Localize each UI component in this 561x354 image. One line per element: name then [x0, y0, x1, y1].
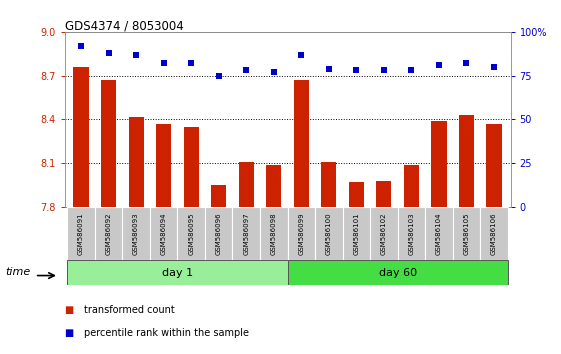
Point: [297, 52, 306, 57]
Bar: [453, 207, 480, 260]
Text: GSM586099: GSM586099: [298, 212, 304, 255]
Bar: [260, 207, 288, 260]
Point: [407, 68, 416, 73]
Bar: [398, 207, 425, 260]
Bar: [205, 207, 232, 260]
Bar: [370, 207, 398, 260]
Bar: [122, 207, 150, 260]
Bar: [67, 260, 288, 285]
Bar: [404, 165, 419, 207]
Text: GSM586094: GSM586094: [160, 212, 167, 255]
Text: percentile rank within the sample: percentile rank within the sample: [84, 328, 249, 338]
Point: [269, 69, 278, 75]
Bar: [156, 124, 171, 207]
Bar: [349, 182, 364, 207]
Text: GSM586103: GSM586103: [408, 212, 415, 255]
Bar: [232, 207, 260, 260]
Point: [379, 68, 388, 73]
Bar: [343, 207, 370, 260]
Text: ■: ■: [65, 305, 73, 315]
Text: GSM586106: GSM586106: [491, 212, 497, 255]
Text: day 1: day 1: [162, 268, 193, 278]
Point: [132, 52, 141, 57]
Bar: [177, 207, 205, 260]
Bar: [101, 80, 116, 207]
Bar: [183, 127, 199, 207]
Text: GSM586092: GSM586092: [105, 212, 112, 255]
Text: GSM586102: GSM586102: [381, 212, 387, 255]
Text: GSM586096: GSM586096: [215, 212, 222, 255]
Text: time: time: [6, 267, 31, 277]
Text: GSM586105: GSM586105: [463, 212, 470, 255]
Point: [159, 61, 168, 66]
Bar: [315, 207, 343, 260]
Bar: [288, 260, 508, 285]
Bar: [431, 121, 447, 207]
Point: [434, 62, 443, 68]
Text: transformed count: transformed count: [84, 305, 175, 315]
Bar: [294, 80, 309, 207]
Text: GSM586098: GSM586098: [271, 212, 277, 255]
Point: [490, 64, 499, 70]
Point: [187, 61, 196, 66]
Bar: [266, 165, 281, 207]
Bar: [376, 181, 392, 207]
Point: [104, 50, 113, 56]
Text: GSM586097: GSM586097: [243, 212, 249, 255]
Text: GSM586101: GSM586101: [353, 212, 360, 255]
Text: GSM586091: GSM586091: [78, 212, 84, 255]
Point: [76, 43, 85, 49]
Point: [352, 68, 361, 73]
Text: GSM586095: GSM586095: [188, 212, 194, 255]
Text: GSM586104: GSM586104: [436, 212, 442, 255]
Bar: [459, 115, 474, 207]
Bar: [288, 207, 315, 260]
Bar: [128, 116, 144, 207]
Bar: [95, 207, 122, 260]
Bar: [211, 185, 226, 207]
Text: GSM586093: GSM586093: [133, 212, 139, 255]
Point: [324, 66, 333, 72]
Bar: [480, 207, 508, 260]
Point: [462, 61, 471, 66]
Text: GSM586100: GSM586100: [326, 212, 332, 255]
Bar: [238, 162, 254, 207]
Text: day 60: day 60: [379, 268, 417, 278]
Bar: [73, 67, 89, 207]
Text: GDS4374 / 8053004: GDS4374 / 8053004: [65, 19, 183, 33]
Text: ■: ■: [65, 328, 73, 338]
Bar: [150, 207, 177, 260]
Bar: [67, 207, 95, 260]
Point: [242, 68, 251, 73]
Point: [214, 73, 223, 79]
Bar: [486, 124, 502, 207]
Bar: [321, 162, 337, 207]
Bar: [425, 207, 453, 260]
